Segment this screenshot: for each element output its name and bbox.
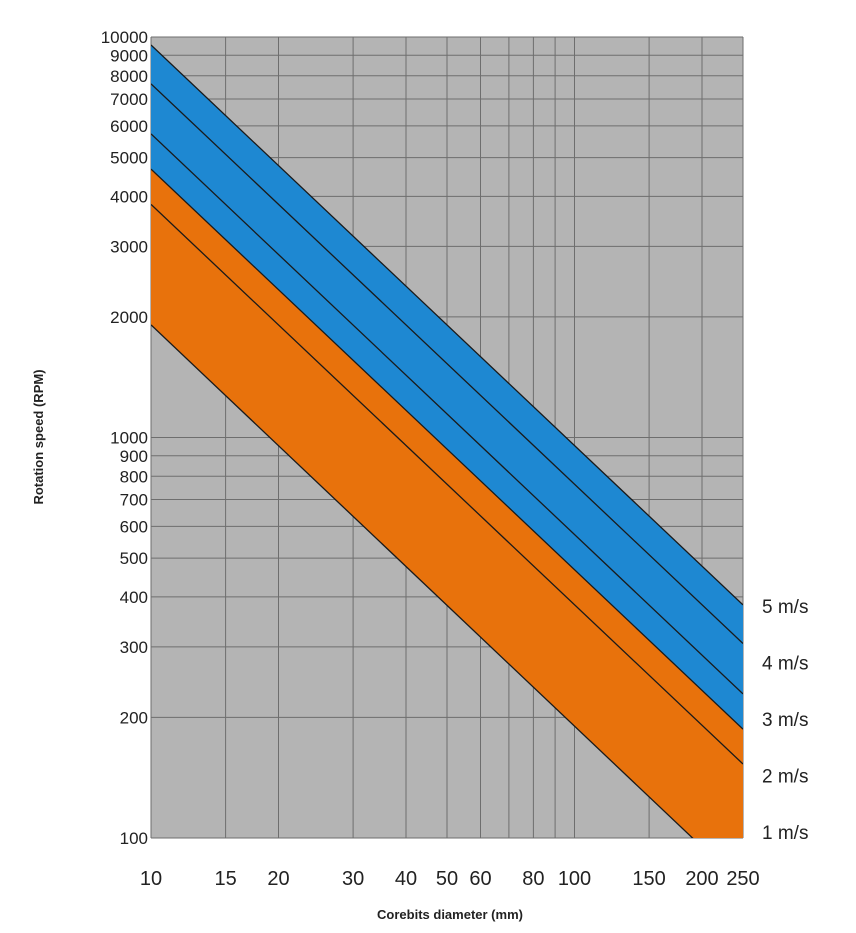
y-axis-title: Rotation speed (RPM) (31, 369, 46, 504)
y-tick-label: 300 (120, 638, 148, 657)
x-tick-label: 50 (436, 868, 458, 890)
series-line (151, 168, 743, 730)
speed-band (151, 169, 743, 838)
x-tick-label: 80 (522, 868, 544, 890)
x-tick-label: 60 (469, 868, 491, 890)
series-line (151, 324, 694, 838)
y-tick-label: 600 (120, 517, 148, 536)
y-tick-label: 8000 (110, 67, 148, 86)
series-line (151, 133, 743, 695)
y-tick-label: 200 (120, 708, 148, 727)
x-tick-labels: 10 15 20 30 40 50 60 80 100 150 200 250 (140, 868, 760, 890)
y-tick-label: 500 (120, 549, 148, 568)
series-line (151, 44, 743, 606)
x-tick-label: 30 (342, 868, 364, 890)
speed-label: 1 m/s (762, 823, 808, 844)
y-tick-label: 400 (120, 588, 148, 607)
y-tick-label: 4000 (110, 187, 148, 206)
bands (151, 45, 743, 838)
y-tick-label: 9000 (110, 46, 148, 65)
series-line (151, 203, 743, 765)
series-lines (151, 44, 743, 838)
y-tick-label: 100 (120, 829, 148, 848)
y-tick-label: 6000 (110, 117, 148, 136)
y-tick-label: 1000 (110, 429, 148, 448)
y-tick-label: 800 (120, 467, 148, 486)
x-tick-label: 15 (214, 868, 236, 890)
x-tick-label: 10 (140, 868, 162, 890)
y-tick-label: 2000 (110, 308, 148, 327)
x-tick-label: 100 (558, 868, 591, 890)
series-line (151, 83, 743, 644)
y-tick-label: 700 (120, 491, 148, 510)
x-axis-title: Corebits diameter (mm) (377, 907, 523, 922)
speed-label: 3 m/s (762, 710, 808, 731)
x-tick-label: 20 (267, 868, 289, 890)
y-tick-label: 900 (120, 447, 148, 466)
x-tick-label: 250 (726, 868, 759, 890)
x-tick-label: 200 (685, 868, 718, 890)
speed-band (151, 45, 743, 730)
x-tick-label: 150 (632, 868, 665, 890)
speed-label: 4 m/s (762, 654, 808, 675)
x-tick-label: 40 (395, 868, 417, 890)
y-tick-label: 3000 (110, 237, 148, 256)
speed-label: 2 m/s (762, 767, 808, 788)
speed-label: 5 m/s (762, 597, 808, 618)
speed-labels: 5 m/s 4 m/s 3 m/s 2 m/s 1 m/s (762, 597, 808, 844)
y-tick-label: 10000 (101, 28, 148, 47)
y-tick-label: 5000 (110, 149, 148, 168)
y-tick-label: 7000 (110, 90, 148, 109)
